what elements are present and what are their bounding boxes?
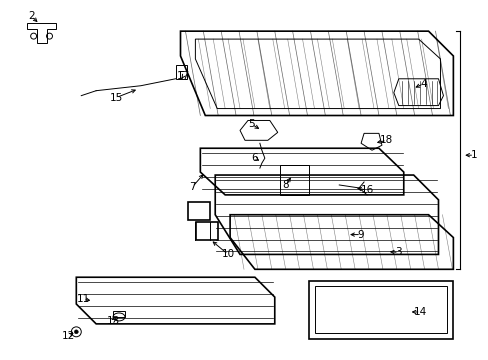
Text: 10: 10 <box>221 249 234 260</box>
Text: 5: 5 <box>248 120 255 130</box>
Polygon shape <box>195 39 440 109</box>
Circle shape <box>74 330 78 334</box>
Text: 1: 1 <box>470 150 477 160</box>
Text: 15: 15 <box>109 93 122 103</box>
Text: 4: 4 <box>419 79 426 89</box>
Text: 6: 6 <box>251 153 258 163</box>
Text: 8: 8 <box>282 180 288 190</box>
Text: 3: 3 <box>395 247 401 257</box>
Text: 18: 18 <box>380 135 393 145</box>
Text: 14: 14 <box>413 307 427 317</box>
Text: 2: 2 <box>28 11 35 21</box>
Text: 11: 11 <box>77 294 90 304</box>
Text: 13: 13 <box>106 316 120 326</box>
Text: 7: 7 <box>189 182 195 192</box>
Text: 9: 9 <box>357 230 364 239</box>
Text: 12: 12 <box>61 331 75 341</box>
Bar <box>175 65 187 79</box>
Text: 16: 16 <box>360 185 373 195</box>
Text: 17: 17 <box>177 71 190 81</box>
